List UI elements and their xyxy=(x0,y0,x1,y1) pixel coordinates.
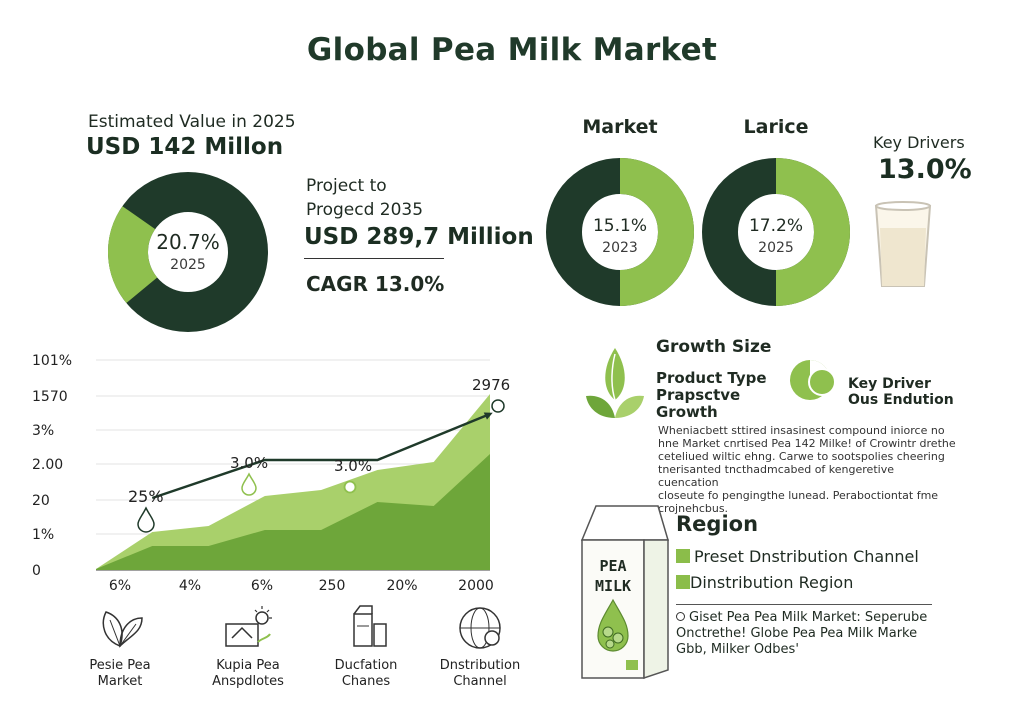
estimate-donut-year: 2025 xyxy=(170,257,206,273)
annotation-25: 25% xyxy=(128,487,164,506)
marker-circle xyxy=(343,480,357,494)
y-tick-label: 1% xyxy=(32,527,54,543)
region-note: Giset Pea Pea Milk Market: Seperube Onct… xyxy=(676,610,928,657)
y-tick-label: 101% xyxy=(32,353,72,369)
drop-icon-2 xyxy=(241,472,257,496)
icon-caption-2: Kupia Pea Anspdlotes xyxy=(212,658,284,689)
region-title: Region xyxy=(676,512,759,536)
estimate-value: USD 142 Millon xyxy=(86,134,284,160)
estimate-label: Estimated Value in 2025 xyxy=(88,112,296,132)
trend-arrow-head xyxy=(483,412,493,420)
x-axis-ticks: 6% 4% 6% 250 20% 2000 xyxy=(109,578,494,594)
projection-cagr: CAGR 13.0% xyxy=(306,272,445,296)
dark-area-series xyxy=(96,454,490,570)
key-drivers-label: Key Drivers xyxy=(873,133,965,152)
drop-icon-1 xyxy=(137,506,155,533)
growth-key-driver: Key Driver Ous Endution xyxy=(848,376,954,408)
growth-paragraph: Wheniacbett sttired insasinest compound … xyxy=(658,424,956,515)
larice-donut-title: Larice xyxy=(743,116,809,138)
growth-product-type: Product Type Prapsctve Growth xyxy=(656,369,767,421)
estimate-donut-light xyxy=(108,206,158,303)
pie-icon xyxy=(790,360,836,400)
y-tick-label: 0 xyxy=(32,563,41,579)
region-divider xyxy=(676,604,932,605)
y-tick-label: 1570 xyxy=(32,389,68,405)
estimate-donut xyxy=(108,172,268,332)
annotation-3b: 3.0% xyxy=(334,457,372,475)
x-tick-label: 4% xyxy=(179,578,201,594)
growth-title: Growth Size xyxy=(656,337,772,357)
area-chart: 101% 1570 3% 2.00 20 1% 0 6% 4% 6% 250 20% 2000 297… xyxy=(32,353,510,594)
trend-end-marker xyxy=(491,399,505,413)
estimate-donut-pct: 20.7% xyxy=(156,230,220,254)
larice-donut-light xyxy=(775,158,850,306)
larice-donut xyxy=(702,158,850,306)
bullet-circle-icon xyxy=(676,612,685,621)
x-tick-label: 6% xyxy=(109,578,131,594)
x-tick-label: 20% xyxy=(386,578,417,594)
market-donut xyxy=(546,158,694,306)
projection-line2: Progecd 2035 xyxy=(306,200,424,220)
market-donut-light xyxy=(619,158,694,306)
icon-caption-4: Dnstribution Channel xyxy=(439,658,521,689)
projection-value: USD 289,7 Million xyxy=(304,224,534,250)
y-tick-label: 3% xyxy=(32,423,54,439)
legend-square-1 xyxy=(676,549,690,563)
annotation-3a: 3.0% xyxy=(230,454,268,472)
plant-box-icon xyxy=(225,606,272,647)
carton-icon xyxy=(353,605,387,647)
market-donut-title: Market xyxy=(582,116,658,138)
carton-text: PEA MILK xyxy=(594,557,632,595)
trend-end-label: 2976 xyxy=(472,376,510,394)
icon-caption-3: Ducfation Chanes xyxy=(334,658,398,689)
x-tick-label: 6% xyxy=(251,578,273,594)
leaf-icon xyxy=(102,611,143,648)
region-item-2: Dinstribution Region xyxy=(676,573,853,592)
y-tick-label: 20 xyxy=(32,493,50,509)
x-tick-label: 250 xyxy=(319,578,346,594)
legend-square-2 xyxy=(676,575,690,589)
y-tick-label: 2.00 xyxy=(32,457,63,473)
larice-donut-year: 2025 xyxy=(758,240,794,256)
page-title: Global Pea Milk Market xyxy=(306,32,718,68)
x-tick-label: 2000 xyxy=(458,578,494,594)
projection-divider xyxy=(304,258,444,259)
trend-line xyxy=(151,412,491,500)
icon-caption-1: Pesie Pea Market xyxy=(89,658,151,689)
milk-glass-icon xyxy=(874,201,932,287)
globe-icon xyxy=(459,607,501,649)
market-donut-year: 2023 xyxy=(602,240,638,256)
projection-line1: Project to xyxy=(306,176,387,196)
region-item-1: Preset Dnstribution Channel xyxy=(676,547,919,566)
sprout-icon xyxy=(586,348,644,418)
market-donut-pct: 15.1% xyxy=(592,216,647,236)
pea-milk-carton-icon xyxy=(580,505,670,680)
key-drivers-value: 13.0% xyxy=(878,154,972,185)
larice-donut-pct: 17.2% xyxy=(748,216,803,236)
